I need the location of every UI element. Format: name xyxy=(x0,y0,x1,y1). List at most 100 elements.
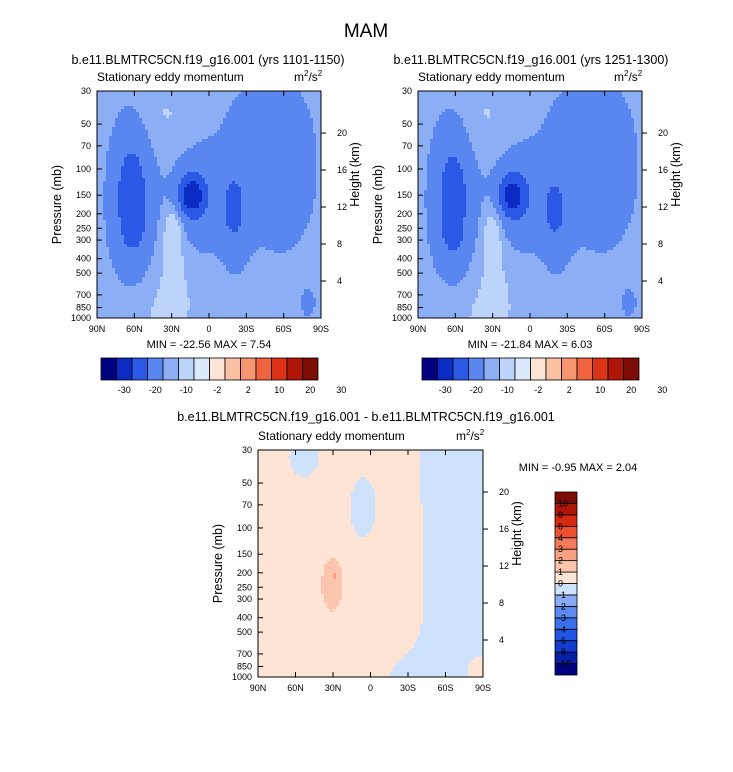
heatmap-cell xyxy=(133,181,136,184)
heatmap-cell xyxy=(295,259,298,262)
heatmap-cell xyxy=(217,103,220,106)
heatmap-cell xyxy=(145,280,148,283)
heatmap-cell xyxy=(181,112,184,115)
heatmap-cell xyxy=(202,115,205,118)
heatmap-cell xyxy=(169,208,172,211)
heatmap-cell xyxy=(166,229,169,232)
heatmap-cell xyxy=(148,154,151,157)
heatmap-cell xyxy=(178,250,181,253)
heatmap-cell xyxy=(247,271,250,274)
heatmap-cell xyxy=(124,160,127,163)
heatmap-cell xyxy=(241,148,244,151)
heatmap-cell xyxy=(181,100,184,103)
heatmap-cell xyxy=(142,214,145,217)
heatmap-cell xyxy=(133,109,136,112)
heatmap-cell xyxy=(238,202,241,205)
heatmap-cell xyxy=(112,280,115,283)
heatmap-cell xyxy=(238,139,241,142)
heatmap-cell xyxy=(304,214,307,217)
heatmap-cell xyxy=(172,154,175,157)
heatmap-cell xyxy=(238,94,241,97)
heatmap-cell xyxy=(250,259,253,262)
heatmap-cell xyxy=(187,157,190,160)
heatmap-cell xyxy=(106,229,109,232)
heatmap-cell xyxy=(148,100,151,103)
heatmap-cell xyxy=(307,259,310,262)
heatmap-cell xyxy=(124,247,127,250)
heatmap-cell xyxy=(298,106,301,109)
heatmap-cell xyxy=(109,241,112,244)
heatmap-cell xyxy=(205,175,208,178)
heatmap-cell xyxy=(190,106,193,109)
heatmap-cell xyxy=(268,178,271,181)
heatmap-cell xyxy=(274,274,277,277)
heatmap-cell xyxy=(187,145,190,148)
heatmap-cell xyxy=(115,163,118,166)
heatmap-cell xyxy=(97,226,100,229)
heatmap-cell xyxy=(154,187,157,190)
heatmap-cell xyxy=(148,232,151,235)
heatmap-cell xyxy=(124,223,127,226)
heatmap-cell xyxy=(193,169,196,172)
heatmap-cell xyxy=(247,127,250,130)
heatmap-cell xyxy=(148,208,151,211)
heatmap-cell xyxy=(196,220,199,223)
heatmap-cell xyxy=(151,100,154,103)
heatmap-cell xyxy=(97,181,100,184)
heatmap-cell xyxy=(190,205,193,208)
heatmap-cell xyxy=(151,196,154,199)
heatmap-cell xyxy=(127,259,130,262)
heatmap-cell xyxy=(166,106,169,109)
heatmap-cell xyxy=(163,289,166,292)
heatmap-cell xyxy=(121,220,124,223)
heatmap-cell xyxy=(205,163,208,166)
heatmap-cell xyxy=(310,196,313,199)
heatmap-cell xyxy=(295,121,298,124)
heatmap-cell xyxy=(253,166,256,169)
heatmap-cell xyxy=(217,268,220,271)
heatmap-cell xyxy=(97,112,100,115)
heatmap-cell xyxy=(244,271,247,274)
heatmap-cell xyxy=(262,154,265,157)
heatmap-cell xyxy=(199,127,202,130)
heatmap-cell xyxy=(307,238,310,241)
heatmap-cell xyxy=(112,268,115,271)
heatmap-cell xyxy=(295,109,298,112)
heatmap-cell xyxy=(199,202,202,205)
heatmap-cell xyxy=(181,193,184,196)
heatmap-cell xyxy=(226,265,229,268)
heatmap-cell xyxy=(256,256,259,259)
heatmap-cell xyxy=(139,256,142,259)
heatmap-cell xyxy=(148,139,151,142)
heatmap-cell xyxy=(157,139,160,142)
heatmap-cell xyxy=(253,175,256,178)
heatmap-cell xyxy=(142,166,145,169)
heatmap-cell xyxy=(235,253,238,256)
heatmap-cell xyxy=(301,193,304,196)
heatmap-cell xyxy=(199,229,202,232)
heatmap-cell xyxy=(172,187,175,190)
heatmap-cell xyxy=(316,280,319,283)
heatmap-cell xyxy=(160,217,163,220)
heatmap-cell xyxy=(217,247,220,250)
heatmap-cell xyxy=(223,220,226,223)
heatmap-cell xyxy=(301,214,304,217)
heatmap-cell xyxy=(127,193,130,196)
heatmap-cell xyxy=(187,130,190,133)
heatmap-cell xyxy=(265,235,268,238)
heatmap-cell xyxy=(289,226,292,229)
heatmap-cell xyxy=(253,265,256,268)
heatmap-cell xyxy=(277,238,280,241)
heatmap-cell xyxy=(100,265,103,268)
heatmap-cell xyxy=(103,235,106,238)
heatmap-cell xyxy=(145,130,148,133)
heatmap-cell xyxy=(130,109,133,112)
heatmap-cell xyxy=(286,124,289,127)
heatmap-cell xyxy=(160,268,163,271)
heatmap-cell xyxy=(286,211,289,214)
heatmap-cell xyxy=(169,154,172,157)
heatmap-cell xyxy=(175,115,178,118)
heatmap-cell xyxy=(301,190,304,193)
heatmap-cell xyxy=(199,109,202,112)
heatmap-cell xyxy=(151,280,154,283)
